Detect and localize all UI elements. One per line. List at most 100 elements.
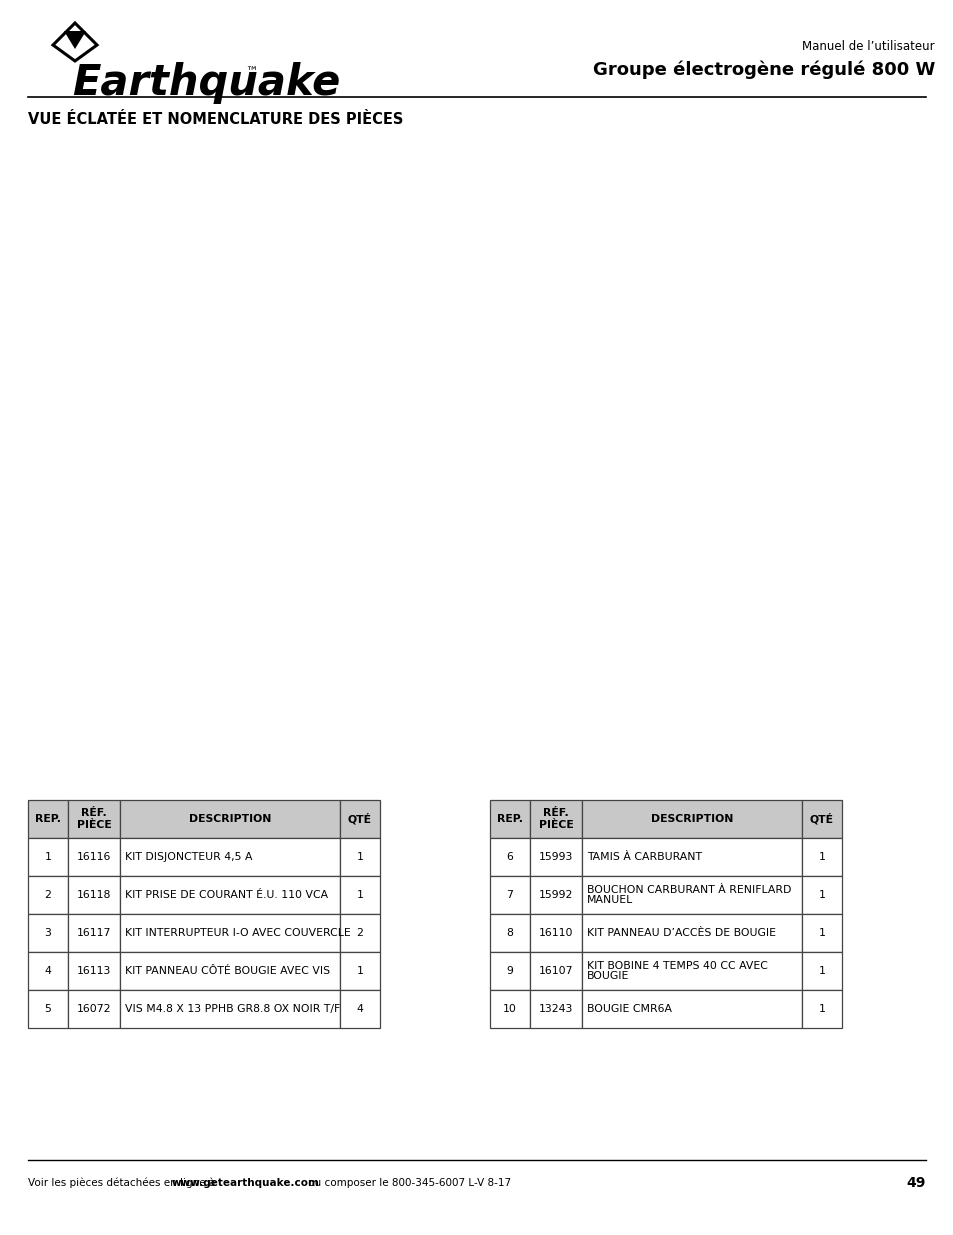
Bar [581, 800, 801, 839]
Bar [28, 800, 68, 839]
Text: 1: 1 [356, 966, 363, 976]
Bar [28, 876, 68, 914]
Text: QTÉ: QTÉ [348, 814, 372, 825]
Bar [68, 876, 120, 914]
Bar [530, 914, 581, 952]
Text: REP.: REP. [35, 814, 61, 824]
Text: 15993: 15993 [538, 852, 573, 862]
Text: 1: 1 [818, 927, 824, 939]
Text: KIT DISJONCTEUR 4,5 A: KIT DISJONCTEUR 4,5 A [125, 852, 253, 862]
Bar [530, 800, 581, 839]
Bar [120, 990, 339, 1028]
Text: VIS M4.8 X 13 PPHB GR8.8 OX NOIR T/F: VIS M4.8 X 13 PPHB GR8.8 OX NOIR T/F [125, 1004, 340, 1014]
Bar [490, 990, 530, 1028]
Bar [530, 839, 581, 876]
Text: QTÉ: QTÉ [809, 814, 833, 825]
Text: 16116: 16116 [77, 852, 112, 862]
Bar [68, 839, 120, 876]
Text: 2: 2 [45, 890, 51, 900]
Bar [28, 952, 68, 990]
Bar [339, 990, 379, 1028]
Bar [801, 990, 841, 1028]
Bar [801, 800, 841, 839]
Text: 1: 1 [356, 890, 363, 900]
Bar [530, 952, 581, 990]
Text: DESCRIPTION: DESCRIPTION [189, 814, 271, 824]
Text: 7: 7 [506, 890, 513, 900]
Bar [68, 800, 120, 839]
Bar [801, 876, 841, 914]
Text: KIT PANNEAU CÔTÉ BOUGIE AVEC VIS: KIT PANNEAU CÔTÉ BOUGIE AVEC VIS [125, 966, 330, 976]
Bar [120, 839, 339, 876]
Bar [490, 839, 530, 876]
Text: Groupe électrogène régulé 800 W: Groupe électrogène régulé 800 W [592, 61, 934, 79]
Text: REP.: REP. [497, 814, 522, 824]
Bar [490, 876, 530, 914]
Text: KIT INTERRUPTEUR I-O AVEC COUVERCLE: KIT INTERRUPTEUR I-O AVEC COUVERCLE [125, 927, 351, 939]
Text: BOUCHON CARBURANT À RENIFLARD
MANUEL: BOUCHON CARBURANT À RENIFLARD MANUEL [586, 884, 791, 905]
Bar [339, 839, 379, 876]
Text: 4: 4 [356, 1004, 363, 1014]
Bar [490, 800, 530, 839]
Bar [801, 914, 841, 952]
Text: KIT BOBINE 4 TEMPS 40 CC AVEC
BOUGIE: KIT BOBINE 4 TEMPS 40 CC AVEC BOUGIE [586, 961, 767, 982]
Text: BOUGIE CMR6A: BOUGIE CMR6A [586, 1004, 671, 1014]
Bar [339, 876, 379, 914]
Bar [490, 952, 530, 990]
Text: KIT PRISE DE COURANT É.U. 110 VCA: KIT PRISE DE COURANT É.U. 110 VCA [125, 890, 328, 900]
Text: 8: 8 [506, 927, 513, 939]
Text: 1: 1 [818, 966, 824, 976]
Text: Voir les pièces détachées en ligne à: Voir les pièces détachées en ligne à [28, 1178, 218, 1188]
Text: KIT PANNEAU D’ACCÈS DE BOUGIE: KIT PANNEAU D’ACCÈS DE BOUGIE [586, 927, 775, 939]
Bar [581, 952, 801, 990]
Text: 16113: 16113 [77, 966, 112, 976]
Text: 1: 1 [356, 852, 363, 862]
Text: 49: 49 [905, 1176, 925, 1191]
Text: 15992: 15992 [538, 890, 573, 900]
Bar [68, 914, 120, 952]
Bar [28, 839, 68, 876]
Text: 16072: 16072 [76, 1004, 112, 1014]
Text: 16118: 16118 [77, 890, 112, 900]
Text: 5: 5 [45, 1004, 51, 1014]
Text: ™: ™ [245, 65, 257, 79]
Bar [581, 839, 801, 876]
Text: RÉF.
PIÈCE: RÉF. PIÈCE [538, 808, 573, 830]
Text: www.getearthquake.com: www.getearthquake.com [172, 1178, 319, 1188]
Polygon shape [64, 31, 86, 49]
Bar [68, 990, 120, 1028]
Bar [339, 800, 379, 839]
Bar [120, 952, 339, 990]
Bar [120, 914, 339, 952]
Bar [28, 914, 68, 952]
Bar [581, 876, 801, 914]
Text: Earthquake: Earthquake [71, 62, 340, 104]
Bar [68, 952, 120, 990]
Bar [339, 952, 379, 990]
Text: TAMIS À CARBURANT: TAMIS À CARBURANT [586, 852, 701, 862]
Text: 1: 1 [818, 1004, 824, 1014]
Bar [120, 876, 339, 914]
Text: DESCRIPTION: DESCRIPTION [650, 814, 733, 824]
Text: Manuel de l’utilisateur: Manuel de l’utilisateur [801, 41, 934, 53]
Bar [339, 914, 379, 952]
Bar [28, 990, 68, 1028]
Text: 16107: 16107 [538, 966, 573, 976]
Bar [581, 914, 801, 952]
Text: VUE ÉCLATÉE ET NOMENCLATURE DES PIÈCES: VUE ÉCLATÉE ET NOMENCLATURE DES PIÈCES [28, 112, 403, 127]
Text: 10: 10 [502, 1004, 517, 1014]
Text: 1: 1 [818, 852, 824, 862]
Bar [530, 990, 581, 1028]
Bar [490, 914, 530, 952]
Text: 6: 6 [506, 852, 513, 862]
Bar [530, 876, 581, 914]
Text: 3: 3 [45, 927, 51, 939]
Text: 16117: 16117 [77, 927, 112, 939]
Text: 2: 2 [356, 927, 363, 939]
Text: 1: 1 [45, 852, 51, 862]
Bar [120, 800, 339, 839]
Text: RÉF.
PIÈCE: RÉF. PIÈCE [76, 808, 112, 830]
Text: 13243: 13243 [538, 1004, 573, 1014]
Text: 16110: 16110 [538, 927, 573, 939]
Bar [801, 839, 841, 876]
